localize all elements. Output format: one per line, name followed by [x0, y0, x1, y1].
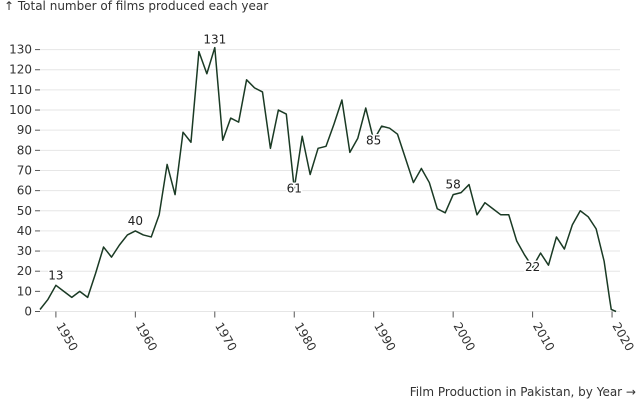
data-label: 22 [525, 260, 540, 274]
y-tick-label: 60 [17, 184, 32, 198]
y-tick-label: 100 [9, 103, 32, 117]
y-axis-title: ↑ Total number of films produced each ye… [4, 0, 268, 13]
x-tick-label: 2010 [530, 320, 557, 353]
data-label: 13 [48, 268, 63, 282]
data-label: 61 [287, 182, 302, 196]
y-tick-label: 20 [17, 264, 32, 278]
y-tick-label: 0 [24, 305, 32, 319]
data-label: 58 [446, 178, 461, 192]
y-tick-label: 70 [17, 163, 32, 177]
y-tick-label: 50 [17, 204, 32, 218]
data-label: 131 [203, 33, 226, 47]
y-tick-label: 30 [17, 244, 32, 258]
x-tick-label: 1970 [212, 320, 239, 353]
series-line [39, 46, 617, 313]
series-group [39, 46, 617, 313]
y-tick-label: 80 [17, 143, 32, 157]
x-tick-label: 1980 [292, 320, 319, 353]
x-tick-label: 2000 [451, 320, 478, 353]
y-tick-label: 120 [9, 63, 32, 77]
y-axis: 0 10 20 30 40 50 60 70 80 90 100 110 120 130 [9, 43, 40, 319]
y-tick-label: 110 [9, 83, 32, 97]
y-tick-label: 90 [17, 123, 32, 137]
y-tick-label: 40 [17, 224, 32, 238]
x-tick-label: 2020 [609, 320, 636, 353]
x-axis-title: Film Production in Pakistan, by Year → [410, 385, 636, 399]
y-tick-label: 130 [9, 43, 32, 57]
data-label: 40 [128, 214, 143, 228]
y-tick-label: 10 [17, 284, 32, 298]
x-tick-label: 1960 [133, 320, 160, 353]
x-tick-label: 1950 [53, 320, 80, 353]
x-tick-label: 1990 [371, 320, 398, 353]
data-label: 85 [366, 133, 381, 147]
data-labels: 13 40 131 61 85 58 22 [47, 31, 542, 284]
x-axis: 1950 1960 1970 1980 1990 2000 2010 2020 [53, 311, 637, 353]
gridlines [40, 49, 620, 312]
